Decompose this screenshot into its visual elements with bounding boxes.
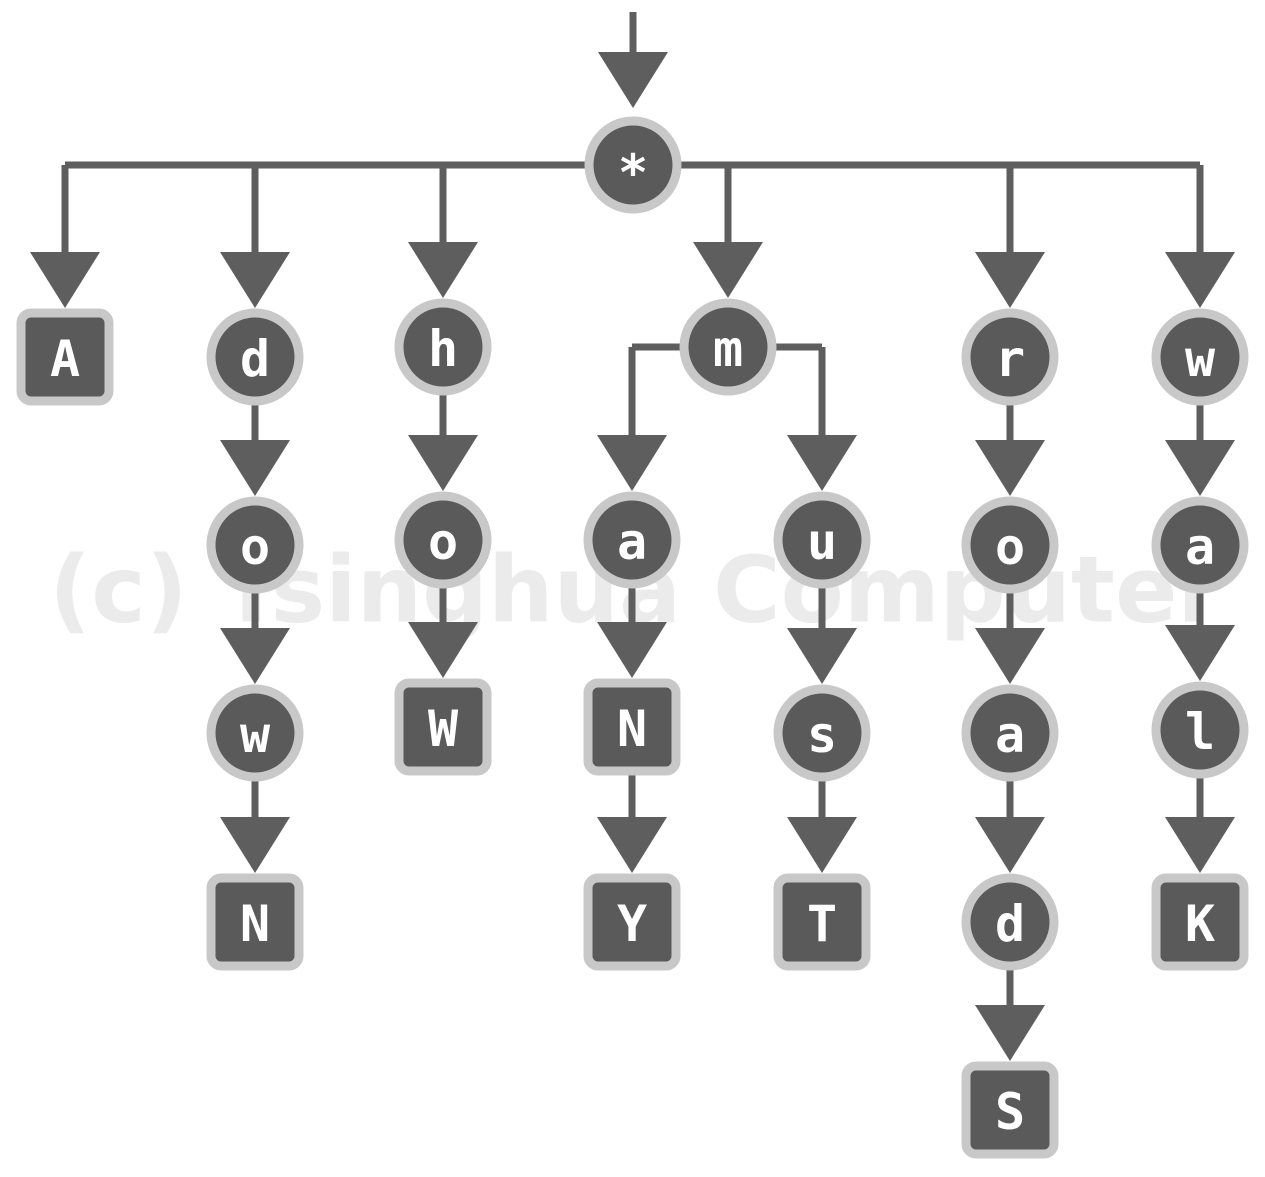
node-hoW: W xyxy=(394,678,492,776)
node-label: a xyxy=(995,706,1025,764)
node-circle xyxy=(1151,308,1249,406)
node-wa: a xyxy=(1151,496,1249,594)
node-w: w xyxy=(1151,308,1249,406)
node-m: m xyxy=(679,298,777,396)
node-circle xyxy=(961,873,1059,971)
node-label: l xyxy=(1185,703,1215,761)
node-r: r xyxy=(961,308,1059,406)
node-ro: o xyxy=(961,496,1059,594)
node-square xyxy=(773,873,871,971)
node-circle xyxy=(584,116,682,214)
node-A: A xyxy=(16,308,114,406)
node-dow: w xyxy=(206,684,304,782)
node-circle xyxy=(773,491,871,589)
node-circle xyxy=(773,684,871,782)
node-circle xyxy=(394,298,492,396)
node-mu: u xyxy=(773,491,871,589)
node-circle xyxy=(961,496,1059,594)
node-dowN: N xyxy=(206,873,304,971)
node-label: o xyxy=(240,518,270,576)
node-root: * xyxy=(584,116,682,214)
node-label: m xyxy=(713,320,743,378)
node-label: u xyxy=(807,513,837,571)
node-walK: K xyxy=(1151,873,1249,971)
node-square xyxy=(206,873,304,971)
node-label: A xyxy=(50,330,80,388)
node-circle xyxy=(394,491,492,589)
node-label: d xyxy=(995,895,1025,953)
node-circle xyxy=(1151,496,1249,594)
node-h: h xyxy=(394,298,492,396)
node-label: w xyxy=(1185,330,1216,388)
node-wal: l xyxy=(1151,681,1249,779)
node-label: o xyxy=(995,518,1025,576)
node-label: a xyxy=(617,513,647,571)
node-roa: a xyxy=(961,684,1059,782)
node-label: W xyxy=(428,700,459,758)
node-circle xyxy=(206,684,304,782)
node-maNY: Y xyxy=(583,873,681,971)
node-musT: T xyxy=(773,873,871,971)
node-label: N xyxy=(617,700,647,758)
node-square xyxy=(583,873,681,971)
edges xyxy=(30,12,1235,1061)
node-label: * xyxy=(618,144,648,202)
node-ho: o xyxy=(394,491,492,589)
node-label: o xyxy=(428,513,458,571)
node-do: o xyxy=(206,496,304,594)
node-square xyxy=(16,308,114,406)
node-maN: N xyxy=(583,678,681,776)
node-ma: a xyxy=(583,491,681,589)
node-circle xyxy=(206,308,304,406)
node-square xyxy=(583,678,681,776)
node-d: d xyxy=(206,308,304,406)
node-label: T xyxy=(807,895,837,953)
node-circle xyxy=(206,496,304,594)
node-square xyxy=(394,678,492,776)
node-square xyxy=(961,1061,1059,1159)
node-label: r xyxy=(995,330,1025,388)
node-mus: s xyxy=(773,684,871,782)
node-label: h xyxy=(428,320,458,378)
node-label: s xyxy=(807,706,837,764)
node-label: d xyxy=(240,330,270,388)
node-label: N xyxy=(240,895,270,953)
node-label: Y xyxy=(617,895,647,953)
node-roadS: S xyxy=(961,1061,1059,1159)
node-label: K xyxy=(1185,895,1215,953)
node-label: w xyxy=(240,706,271,764)
node-road: d xyxy=(961,873,1059,971)
node-circle xyxy=(961,308,1059,406)
node-square xyxy=(1151,873,1249,971)
node-circle xyxy=(1151,681,1249,779)
node-label: a xyxy=(1185,518,1215,576)
node-circle xyxy=(583,491,681,589)
node-circle xyxy=(961,684,1059,782)
node-circle xyxy=(679,298,777,396)
node-label: S xyxy=(995,1083,1025,1141)
nodes: * A d o w Nh o Wm a N Yu s Tr o a d Sw a l K xyxy=(16,116,1249,1159)
